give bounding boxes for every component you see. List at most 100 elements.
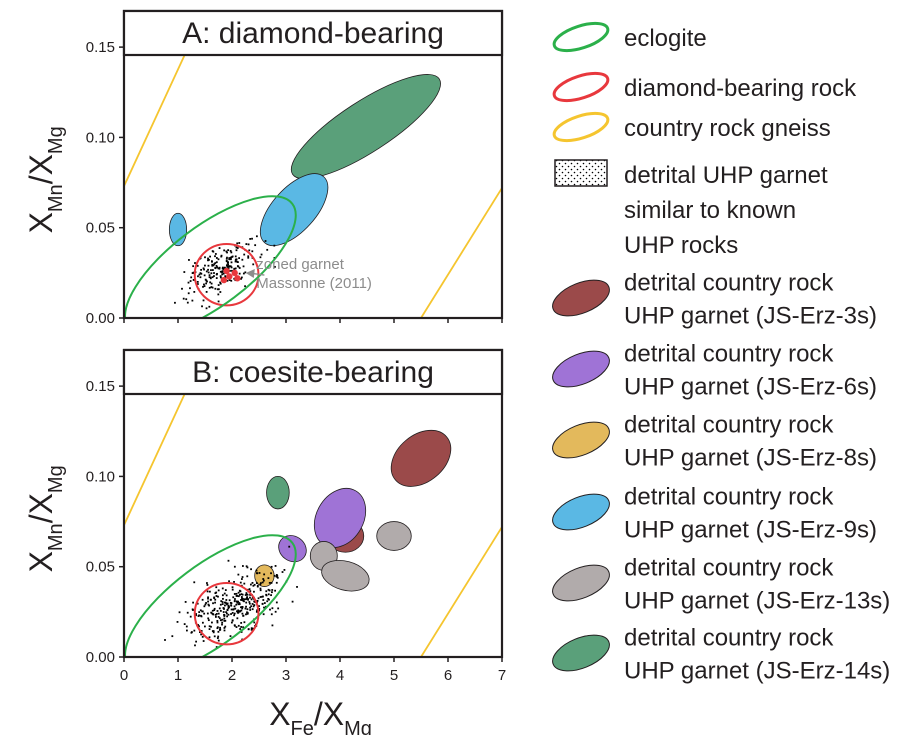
detrital-uhp-garnet-point (265, 593, 268, 596)
detrital-uhp-garnet-point (245, 243, 248, 245)
detrital-uhp-garnet-point (250, 628, 253, 631)
detrital-uhp-garnet-point (223, 266, 226, 269)
detrital-uhp-garnet-point (230, 604, 233, 607)
detrital-uhp-garnet-point (207, 271, 210, 274)
detrital-uhp-garnet-point (211, 286, 214, 289)
detrital-uhp-garnet-point (207, 617, 210, 620)
detrital-uhp-garnet-point (211, 264, 214, 267)
detrital-uhp-garnet-point (207, 603, 210, 606)
detrital-uhp-garnet-point (273, 244, 276, 247)
detrital-uhp-garnet-point (217, 293, 220, 296)
detrital-uhp-garnet-point (208, 604, 210, 607)
detrital-uhp-garnet-point (206, 280, 208, 283)
y-tick-label: 0.10 (86, 468, 115, 485)
detrital-uhp-garnet-point (217, 612, 220, 615)
y-tick-label: 0.15 (86, 378, 115, 395)
detrital-uhp-garnet-point (211, 269, 214, 271)
detrital-uhp-garnet-point (291, 600, 294, 603)
detrital-uhp-garnet-point (198, 611, 201, 614)
detrital-uhp-garnet-point (217, 635, 220, 638)
detrital-uhp-garnet-point (233, 614, 236, 617)
detrital-uhp-garnet-point (233, 600, 236, 602)
detrital-uhp-garnet-point (254, 244, 257, 247)
detrital-uhp-garnet-point (193, 290, 196, 293)
detrital-uhp-garnet-point (235, 626, 238, 628)
detrital-uhp-garnet-point (228, 580, 230, 583)
detrital-uhp-garnet-point (245, 597, 248, 600)
detrital-uhp-garnet-point (223, 249, 226, 252)
detrital-uhp-garnet-point (191, 299, 194, 302)
detrital-uhp-garnet-point (202, 267, 205, 270)
detrital-uhp-garnet-point (230, 279, 233, 282)
detrital-uhp-garnet-point (219, 603, 222, 606)
detrital-uhp-garnet-point (197, 624, 199, 626)
detrital-uhp-garnet-point (188, 259, 190, 261)
detrital-uhp-garnet-point (219, 276, 222, 279)
detrital-uhp-garnet-point (215, 613, 218, 615)
detrital-uhp-garnet-point (205, 307, 208, 310)
detrital-uhp-garnet-point (219, 609, 222, 612)
legend-item-js-erz-14s: detrital country rock UHP garnet (JS-Erz-… (552, 625, 890, 685)
detrital-uhp-garnet-point (226, 251, 228, 254)
detrital-uhp-garnet-point (241, 606, 244, 608)
detrital-uhp-garnet-point (233, 605, 236, 608)
detrital-uhp-garnet-point (230, 621, 233, 624)
detrital-uhp-garnet-point (197, 275, 199, 278)
legend-label-line: detrital country rock (624, 412, 834, 439)
detrital-uhp-garnet-point (241, 607, 244, 610)
detrital-uhp-garnet-point (171, 635, 174, 638)
detrital-uhp-garnet-point (207, 268, 209, 271)
detrital-uhp-garnet-point (226, 602, 229, 605)
detrital-uhp-garnet-point (230, 613, 232, 615)
detrital-uhp-garnet-point (237, 603, 240, 606)
detrital-uhp-garnet-point (277, 607, 280, 610)
detrital-uhp-garnet-point (262, 578, 265, 580)
detrital-uhp-garnet-point (251, 603, 254, 605)
detrital-uhp-garnet-point (245, 598, 247, 601)
detrital-uhp-garnet-point (241, 612, 244, 615)
detrital-uhp-garnet-point (212, 630, 215, 633)
detrital-uhp-garnet-point (273, 574, 276, 577)
detrital-uhp-garnet-point (270, 581, 273, 584)
detrital-uhp-garnet-point (218, 266, 221, 269)
detrital-uhp-garnet-point (208, 636, 211, 639)
detrital-uhp-garnet-point (216, 637, 219, 640)
detrital-uhp-garnet-point (192, 272, 195, 274)
detrital-uhp-garnet-point (267, 593, 270, 596)
detrital-uhp-garnet-point (239, 628, 242, 630)
detrital-uhp-garnet-point (251, 237, 253, 240)
detrital-uhp-garnet-point (206, 584, 209, 586)
detrital-uhp-garnet-point (205, 282, 208, 285)
detrital-uhp-garnet-point (229, 269, 231, 272)
detrital-uhp-garnet-point (218, 617, 221, 620)
panel-title: B: coesite-bearing (192, 356, 434, 389)
detrital-uhp-garnet-point (210, 625, 212, 628)
panel-b: 0 1 2 3 4 5 6 7 0.00 0.05 0.10 0.15 B: coesite-beari… (23, 348, 506, 735)
legend-label-line: detrital country rock (624, 270, 834, 297)
y-tick-label: 0.05 (86, 559, 115, 576)
detrital-uhp-garnet-point (236, 610, 238, 613)
detrital-uhp-garnet-point (191, 608, 194, 611)
detrital-uhp-garnet-point (174, 301, 176, 304)
detrital-uhp-garnet-point (208, 305, 211, 308)
detrital-uhp-garnet-point (274, 610, 277, 613)
detrital-uhp-garnet-point (243, 253, 246, 256)
detrital-uhp-garnet-point (207, 600, 209, 603)
annotation-line-1: zoned garnet (256, 256, 344, 273)
detrital-uhp-garnet-point (253, 590, 255, 593)
detrital-uhp-garnet-point (224, 589, 227, 591)
detrital-uhp-garnet-point (221, 271, 223, 274)
detrital-uhp-garnet-point (205, 602, 207, 604)
detrital-uhp-garnet-point (236, 247, 239, 249)
detrital-uhp-garnet-point (218, 607, 221, 610)
detrital-uhp-garnet-point (235, 603, 238, 606)
js-erz-6s-ellipse-2 (278, 535, 307, 563)
detrital-uhp-garnet-point (220, 255, 223, 258)
detrital-uhp-garnet-point (211, 263, 214, 266)
detrital-uhp-garnet-point (230, 251, 233, 254)
detrital-uhp-garnet-point (225, 602, 228, 605)
detrital-uhp-garnet-point (203, 283, 205, 286)
detrital-uhp-garnet-point (256, 599, 259, 602)
detrital-uhp-garnet-point (213, 275, 215, 277)
legend-item-js-erz-13s: detrital country rock UHP garnet (JS-Erz-… (552, 555, 890, 615)
